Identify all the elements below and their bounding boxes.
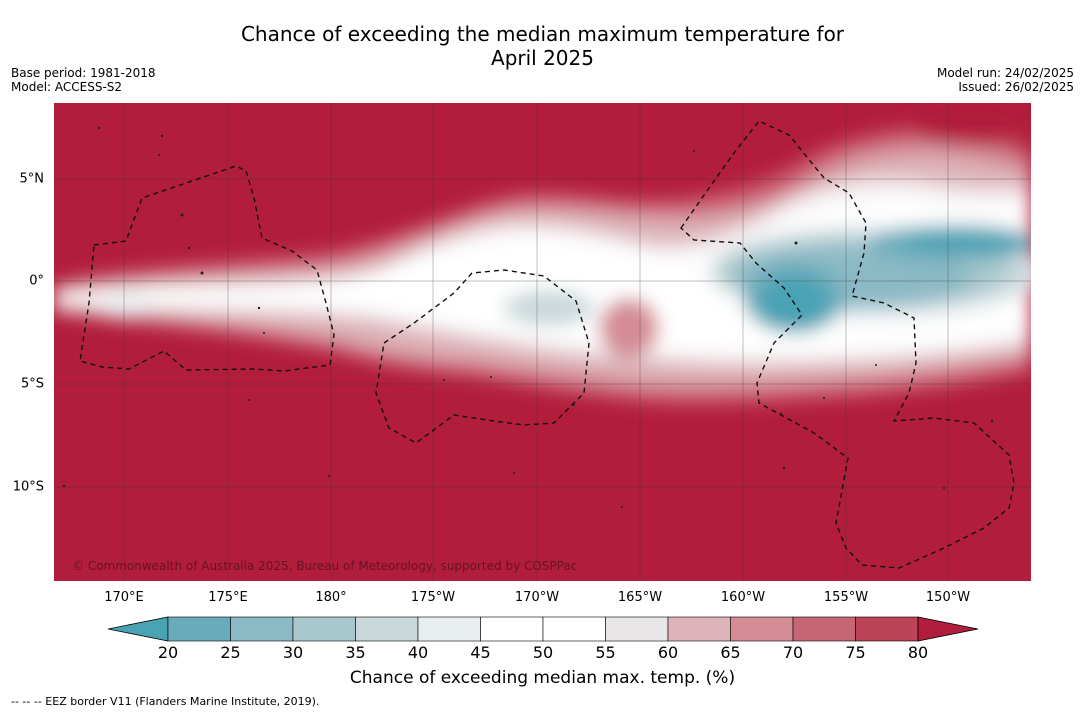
colorbar-label: 60 — [657, 643, 679, 662]
lat-tick-0: 0° — [29, 273, 44, 289]
lat-tick-5n: 5°N — [19, 171, 45, 187]
colorbar-cell — [355, 616, 419, 642]
colorbar-cell — [730, 616, 794, 642]
colorbar-label: 25 — [220, 643, 241, 662]
colorbar-label: 35 — [345, 643, 366, 662]
copyright-text: © Commonwealth of Australia 2025, Bureau… — [72, 559, 577, 573]
island-markers — [62, 126, 994, 508]
colorbar-cell — [480, 616, 544, 642]
lon-tick-175e: 175°E — [208, 590, 248, 605]
lon-tick-165w: 165°W — [617, 590, 663, 605]
grid-lines — [54, 103, 1031, 581]
colorbar-cell — [292, 616, 356, 642]
map-title-line-2: April 2025 — [491, 46, 594, 70]
colorbar-cell — [792, 616, 856, 642]
colorbar-cell — [542, 616, 606, 642]
colorbar-cell — [667, 616, 731, 642]
model-text: Model: ACCESS-S2 — [11, 80, 123, 94]
lon-tick-175w: 175°W — [410, 590, 456, 605]
colorbar-label: 45 — [470, 643, 491, 662]
lat-tick-5s: 5°S — [20, 376, 44, 392]
colorbar-label: 75 — [845, 643, 866, 662]
colorbar — [108, 616, 978, 642]
model-run-text: Model run: 24/02/2025 — [936, 66, 1074, 80]
lon-tick-170w: 170°W — [514, 590, 560, 605]
eez-borders — [79, 120, 1015, 569]
colorbar-label: 55 — [595, 643, 616, 662]
lon-tick-160w: 160°W — [720, 590, 766, 605]
colorbar-cell — [417, 616, 481, 642]
colorbar-cell — [167, 616, 231, 642]
colorbar-label: 30 — [282, 643, 304, 662]
colorbar-arrow-high — [917, 616, 978, 642]
colorbar-arrow-low — [108, 616, 169, 642]
lon-tick-180: 180° — [315, 590, 347, 605]
colorbar-cell — [230, 616, 294, 642]
map-title-line-1: Chance of exceeding the median maximum t… — [240, 22, 845, 46]
eez-legend-note: -- -- -- EEZ border V11 (Flanders Marine… — [11, 695, 320, 708]
lon-tick-170e: 170°E — [104, 590, 144, 605]
colorbar-label: 80 — [907, 643, 929, 662]
lon-tick-150w: 150°W — [925, 590, 971, 605]
lon-tick-155w: 155°W — [823, 590, 869, 605]
colorbar-label: 65 — [720, 643, 741, 662]
colorbar-title: Chance of exceeding median max. temp. (%… — [349, 668, 736, 688]
colorbar-cell — [605, 616, 669, 642]
colorbar-label: 50 — [532, 643, 554, 662]
colorbar-label: 20 — [157, 643, 179, 662]
colorbar-cells — [108, 616, 978, 642]
colorbar-label: 40 — [407, 643, 429, 662]
base-period-text: Base period: 1981-2018 — [11, 66, 156, 80]
lat-tick-10s: 10°S — [12, 479, 44, 495]
forecast-map: © Commonwealth of Australia 2025, Bureau… — [54, 103, 1031, 581]
colorbar-label: 70 — [782, 643, 804, 662]
colorbar-cell — [855, 616, 919, 642]
issued-text: Issued: 26/02/2025 — [958, 80, 1074, 94]
